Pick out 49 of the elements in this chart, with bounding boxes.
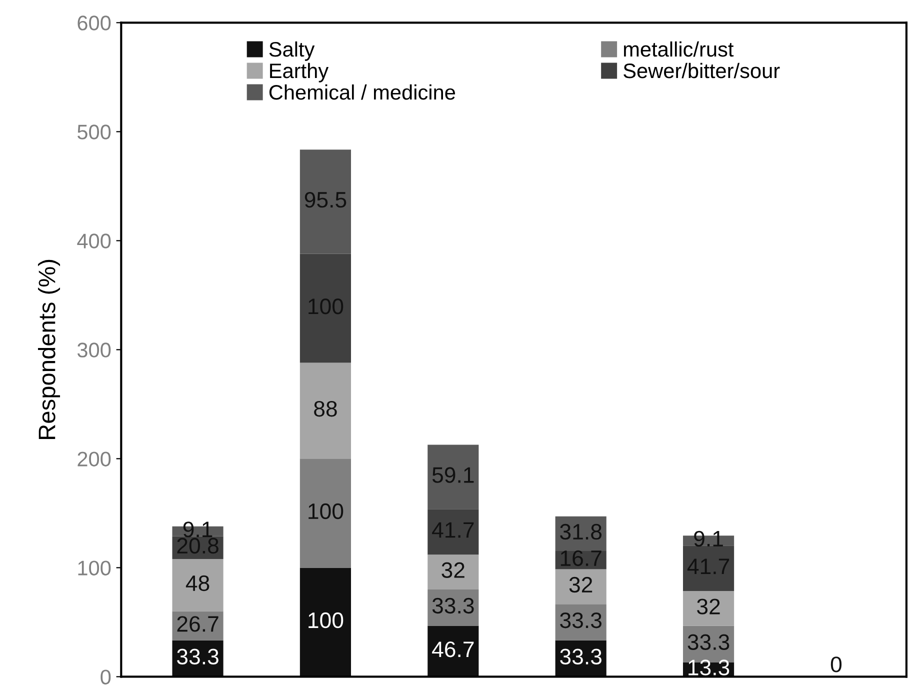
bar	[300, 362, 351, 459]
bar	[428, 554, 479, 590]
y-tick-label: 400	[77, 234, 111, 248]
data-label: 13.3	[688, 660, 730, 676]
data-label: 0	[830, 656, 842, 672]
bar	[428, 626, 479, 677]
bar	[172, 558, 224, 612]
data-label: 33.3	[560, 648, 602, 665]
data-label: 32	[697, 598, 720, 614]
data-label: 26.7	[177, 616, 218, 632]
legend-label: Salty	[269, 41, 315, 61]
legend-label: Chemical / medicine	[269, 84, 456, 100]
data-label: 31.8	[560, 524, 602, 540]
data-label: 33.3	[432, 598, 474, 614]
y-tick-label: 600	[78, 16, 111, 30]
y-tick-label: 500	[78, 124, 111, 140]
data-label: 48	[186, 575, 210, 592]
data-label: 100	[308, 503, 344, 520]
legend-label: Sewer/bitter/sour	[624, 62, 780, 78]
data-label: 100	[308, 612, 344, 628]
y-tick-label: 0	[100, 670, 111, 684]
data-label: 16.7	[560, 550, 602, 566]
bar	[300, 568, 351, 677]
bar	[555, 604, 606, 640]
bar	[682, 546, 734, 592]
bar	[300, 150, 351, 254]
data-label: 88	[314, 400, 337, 417]
data-label: 9.1	[694, 530, 723, 547]
y-tick-label: 100	[78, 560, 111, 576]
data-label: 95.5	[304, 192, 346, 208]
data-label: 32	[442, 562, 464, 578]
legend-label: Earthy	[270, 62, 329, 82]
bar	[682, 591, 734, 626]
data-label: 33.3	[177, 648, 218, 665]
legend-label: metallic/rust	[624, 41, 734, 57]
data-label: 33.3	[560, 612, 602, 628]
y-tick-label: 200	[78, 452, 111, 466]
bar	[428, 509, 479, 555]
bar	[300, 458, 351, 568]
y-tick-label: 300	[77, 342, 111, 358]
bar	[555, 569, 606, 604]
bar	[428, 444, 479, 510]
data-label: 59.1	[432, 467, 474, 483]
y-axis-title: Respondents (%)	[38, 260, 60, 439]
data-label: 46.7	[432, 641, 474, 658]
data-label: 32	[569, 576, 592, 593]
bar	[300, 254, 351, 363]
data-label: 33.3	[688, 634, 730, 650]
bar	[428, 589, 479, 626]
